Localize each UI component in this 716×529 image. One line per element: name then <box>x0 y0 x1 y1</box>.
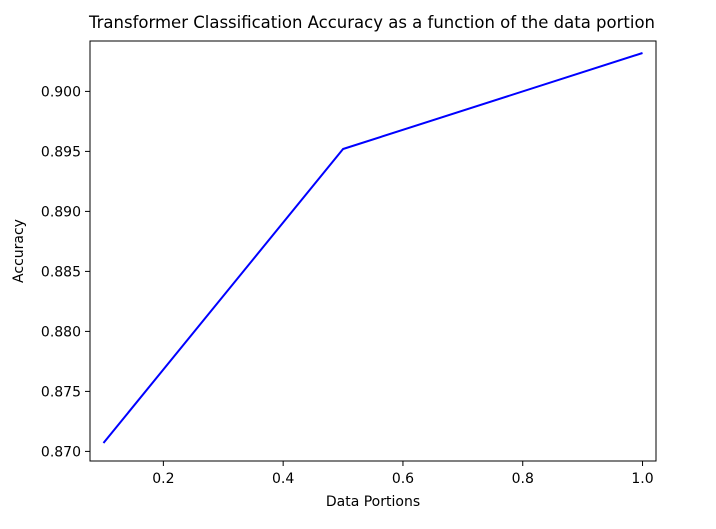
x-tick-label: 0.4 <box>272 471 294 487</box>
series-line-0 <box>102 52 643 444</box>
y-tick-label: 0.895 <box>41 144 81 160</box>
y-axis-title: Accuracy <box>11 219 27 283</box>
x-axis-title: Data Portions <box>326 494 420 510</box>
x-axis: 0.2 0.4 0.6 0.8 1.0 <box>152 461 654 487</box>
data-point <box>102 442 104 444</box>
y-tick-label: 0.900 <box>41 84 81 100</box>
y-tick-label: 0.885 <box>41 264 81 280</box>
data-point <box>642 52 644 54</box>
y-tick-label: 0.875 <box>41 384 81 400</box>
chart-title: Transformer Classification Accuracy as a… <box>88 13 655 32</box>
plot-area <box>89 40 657 462</box>
y-tick-label: 0.870 <box>41 444 81 460</box>
x-tick-label: 0.2 <box>152 471 174 487</box>
x-tick-label: 0.6 <box>392 471 414 487</box>
y-tick-label: 0.880 <box>41 324 81 340</box>
x-tick-label: 0.8 <box>512 471 534 487</box>
series-layer <box>102 52 643 444</box>
y-tick-label: 0.890 <box>41 204 81 220</box>
x-tick-label: 1.0 <box>631 471 653 487</box>
y-axis: 0.870 0.875 0.880 0.885 0.890 0.895 0.900 <box>41 84 90 460</box>
data-point <box>342 148 344 150</box>
